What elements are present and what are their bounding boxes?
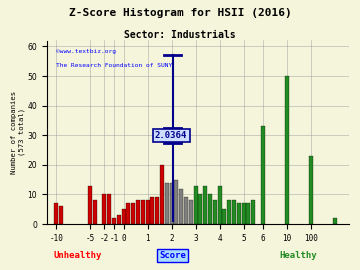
Bar (208, 194, 212, 224)
Bar (165, 183, 169, 224)
Bar (126, 203, 130, 224)
Bar (232, 200, 236, 224)
Bar (160, 165, 164, 224)
Bar (222, 209, 226, 224)
Bar (247, 203, 250, 224)
Bar (333, 218, 337, 224)
Bar (117, 215, 121, 224)
Text: Z-Score Histogram for HSII (2016): Z-Score Histogram for HSII (2016) (69, 8, 291, 18)
Bar (242, 203, 246, 224)
Text: Healthy: Healthy (279, 251, 317, 260)
Bar (179, 188, 183, 224)
Bar (131, 203, 135, 224)
Text: 2.0364: 2.0364 (155, 131, 187, 140)
Bar (309, 156, 313, 224)
Bar (141, 200, 145, 224)
Bar (261, 126, 265, 224)
Bar (194, 185, 198, 224)
Bar (237, 203, 241, 224)
Bar (136, 200, 140, 224)
Y-axis label: Number of companies
(573 total): Number of companies (573 total) (11, 91, 24, 174)
Bar (203, 185, 207, 224)
Bar (170, 183, 174, 224)
Bar (218, 185, 221, 224)
Bar (213, 200, 217, 224)
Bar (93, 200, 97, 224)
Text: The Research Foundation of SUNY: The Research Foundation of SUNY (57, 63, 173, 68)
Bar (122, 209, 126, 224)
Text: Score: Score (159, 251, 186, 260)
Bar (189, 200, 193, 224)
Bar (103, 194, 106, 224)
Bar (107, 194, 111, 224)
Bar (54, 203, 58, 224)
Bar (198, 194, 202, 224)
Bar (285, 76, 289, 224)
Bar (155, 197, 159, 224)
Bar (227, 200, 231, 224)
Bar (146, 200, 149, 224)
Text: Sector: Industrials: Sector: Industrials (124, 30, 236, 40)
Bar (175, 180, 178, 224)
Bar (59, 206, 63, 224)
Bar (112, 218, 116, 224)
Bar (88, 185, 92, 224)
Text: Unhealthy: Unhealthy (54, 251, 102, 260)
Bar (251, 200, 255, 224)
Text: ©www.textbiz.org: ©www.textbiz.org (57, 49, 116, 54)
Bar (150, 197, 154, 224)
Bar (184, 197, 188, 224)
